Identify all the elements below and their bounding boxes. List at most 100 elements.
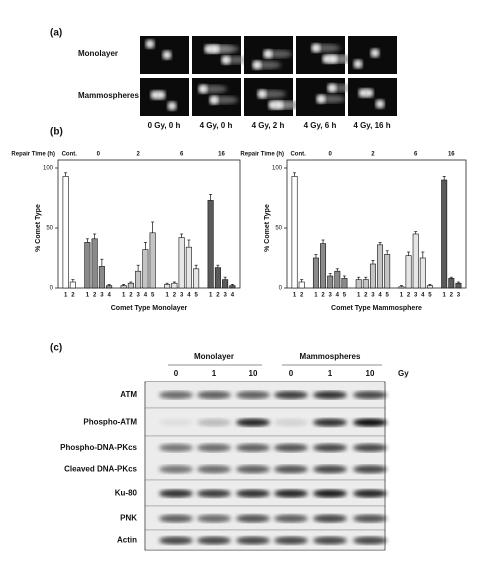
x-tick-label: 3: [371, 293, 375, 299]
column-label: 0 Gy, 0 h: [148, 121, 181, 130]
blot-band: [159, 465, 193, 474]
blot-band: [313, 465, 347, 474]
x-tick-label: 4: [231, 293, 235, 299]
column-label: 4 Gy, 2 h: [252, 121, 285, 130]
blot-band: [236, 391, 270, 399]
comet-head: [145, 39, 155, 49]
comet-head: [156, 90, 166, 100]
comet-head: [162, 50, 172, 60]
y-tick-label: 0: [50, 286, 54, 292]
comet-head: [311, 43, 321, 53]
bar: [327, 275, 334, 289]
blot-band: [313, 391, 347, 399]
group-label: Cont.: [62, 152, 78, 158]
comet-image: [192, 36, 241, 74]
comet-head: [252, 60, 262, 70]
x-tick-label: 2: [321, 293, 325, 299]
x-axis-label: Comet Type Monolayer: [111, 305, 188, 312]
blot-band: [236, 489, 270, 498]
x-tick-label: 5: [194, 293, 198, 299]
panel-label: (a): [50, 28, 62, 39]
bar: [214, 267, 221, 289]
y-tick-label: 0: [279, 286, 283, 292]
panel-label: (c): [50, 343, 62, 354]
x-tick-label: 5: [343, 293, 347, 299]
x-tick-label: 1: [400, 293, 404, 299]
x-tick-label: 3: [329, 293, 333, 299]
group-label: 0: [329, 152, 333, 158]
comet-head: [167, 101, 177, 111]
panel-label: (b): [50, 127, 63, 138]
x-tick-label: 2: [129, 293, 133, 299]
bar: [229, 285, 236, 289]
group-label: Cont.: [290, 152, 306, 158]
bar: [320, 243, 327, 289]
bar: [298, 281, 305, 289]
bar: [142, 249, 149, 289]
x-tick-label: 2: [300, 293, 304, 299]
comet-image: [348, 78, 397, 116]
x-tick-label: 4: [144, 293, 148, 299]
x-tick-label: 4: [378, 293, 382, 299]
bar: [291, 176, 298, 289]
comet-head: [353, 59, 363, 69]
bar: [441, 179, 448, 289]
blot-row-label: Cleaved DNA-PKcs: [64, 464, 137, 473]
bar: [91, 238, 98, 289]
y-axis-label: % Comet Type: [264, 204, 271, 252]
x-tick-label: 2: [407, 293, 411, 299]
x-tick-label: 2: [364, 293, 368, 299]
blot-band: [159, 536, 193, 545]
blot-band: [159, 489, 193, 498]
blot-band: [159, 443, 193, 452]
blot-band: [353, 489, 387, 498]
group-label: 6: [180, 152, 184, 158]
x-tick-label: 3: [457, 293, 461, 299]
dose-label: 0: [174, 369, 179, 378]
group-label: 2: [136, 152, 140, 158]
bar: [412, 233, 419, 289]
column-label: 4 Gy, 6 h: [304, 121, 337, 130]
comet-head: [221, 55, 231, 65]
blot-band: [236, 465, 270, 474]
y-tick-label: 100: [43, 166, 54, 172]
blot-band: [274, 418, 308, 427]
x-tick-label: 2: [173, 293, 177, 299]
x-tick-label: 4: [107, 293, 111, 299]
bar: [135, 270, 142, 289]
bar: [207, 200, 214, 289]
blot-band: [197, 514, 231, 523]
bar: [377, 244, 384, 289]
plot-frame: [286, 159, 467, 289]
x-tick-label: 4: [421, 293, 425, 299]
y-tick-label: 50: [275, 226, 282, 232]
bar: [384, 254, 391, 289]
blot-band: [197, 443, 231, 452]
dose-label: 0: [289, 369, 294, 378]
dose-label: 1: [212, 369, 217, 378]
bar: [455, 282, 462, 289]
plot-frame: [57, 159, 241, 289]
x-tick-label: 1: [64, 293, 68, 299]
group-title: Repair Time (h): [240, 152, 284, 158]
bar: [106, 285, 113, 289]
bar: [69, 281, 76, 289]
bar: [120, 285, 127, 289]
dose-label: 10: [366, 369, 375, 378]
dose-unit: Gy: [398, 369, 409, 378]
bar: [355, 279, 362, 289]
x-axis-label: Comet Type Mammosphere: [331, 305, 422, 312]
bar: [84, 242, 91, 289]
x-tick-label: 1: [165, 293, 169, 299]
blot-band: [159, 391, 193, 399]
x-tick-label: 5: [386, 293, 390, 299]
bar: [222, 279, 229, 289]
blot-band: [353, 514, 387, 523]
comet-head: [328, 54, 338, 64]
column-label: 4 Gy, 16 h: [353, 121, 390, 130]
group-label: 6: [414, 152, 418, 158]
blot-band: [313, 443, 347, 452]
comet-head: [364, 88, 374, 98]
blot-band: [274, 536, 308, 545]
blot-band: [197, 465, 231, 474]
